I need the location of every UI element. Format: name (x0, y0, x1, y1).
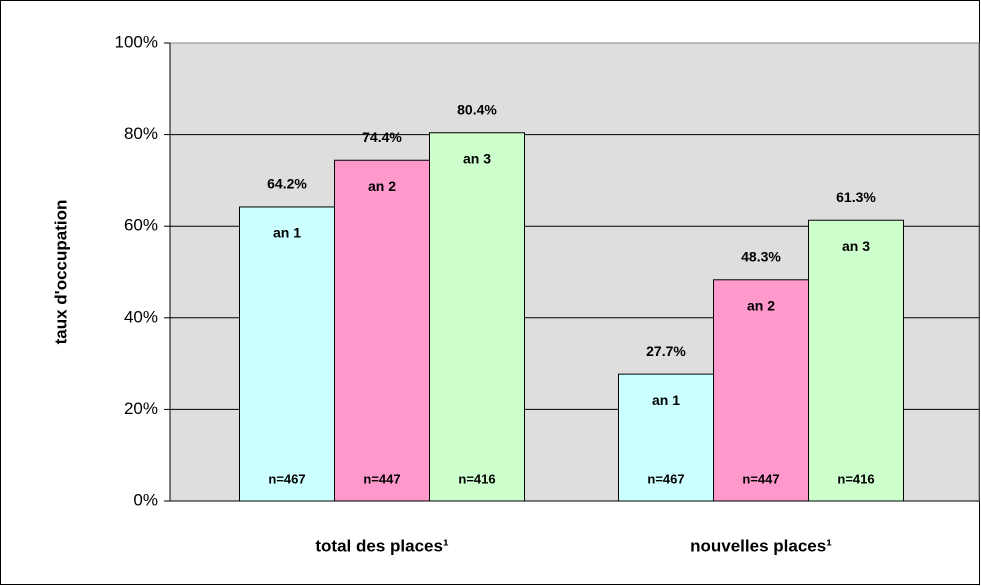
y-tick-label: 0% (133, 490, 158, 509)
series-label: an 3 (463, 150, 491, 166)
bar (713, 279, 809, 502)
count-label: n=416 (458, 471, 495, 486)
y-tick-label: 20% (124, 399, 158, 418)
x-tick-label: total des places¹ (315, 536, 449, 555)
count-label: n=447 (742, 471, 779, 486)
y-tick-label: 80% (124, 124, 158, 143)
bar (808, 219, 904, 502)
bar (239, 206, 335, 502)
count-label: n=447 (363, 471, 400, 486)
count-label: n=416 (837, 471, 874, 486)
value-label: 61.3% (836, 189, 876, 205)
series-label: an 2 (747, 297, 775, 313)
y-axis-label: taux d'occupation (51, 200, 70, 345)
y-tick-label: 100% (115, 32, 158, 51)
series-label: an 2 (368, 178, 396, 194)
value-label: 64.2% (267, 176, 307, 192)
bar (334, 159, 430, 502)
x-tick-label: nouvelles places¹ (690, 536, 832, 555)
value-label: 48.3% (741, 248, 781, 264)
series-label: an 1 (273, 225, 301, 241)
value-label: 74.4% (362, 129, 402, 145)
series-label: an 1 (652, 392, 680, 408)
value-label: 80.4% (457, 101, 497, 117)
y-tick-label: 40% (124, 307, 158, 326)
count-label: n=467 (647, 471, 684, 486)
y-tick-label: 60% (124, 216, 158, 235)
series-label: an 3 (842, 238, 870, 254)
value-label: 27.7% (646, 343, 686, 359)
count-label: n=467 (268, 471, 305, 486)
bar (429, 132, 525, 502)
